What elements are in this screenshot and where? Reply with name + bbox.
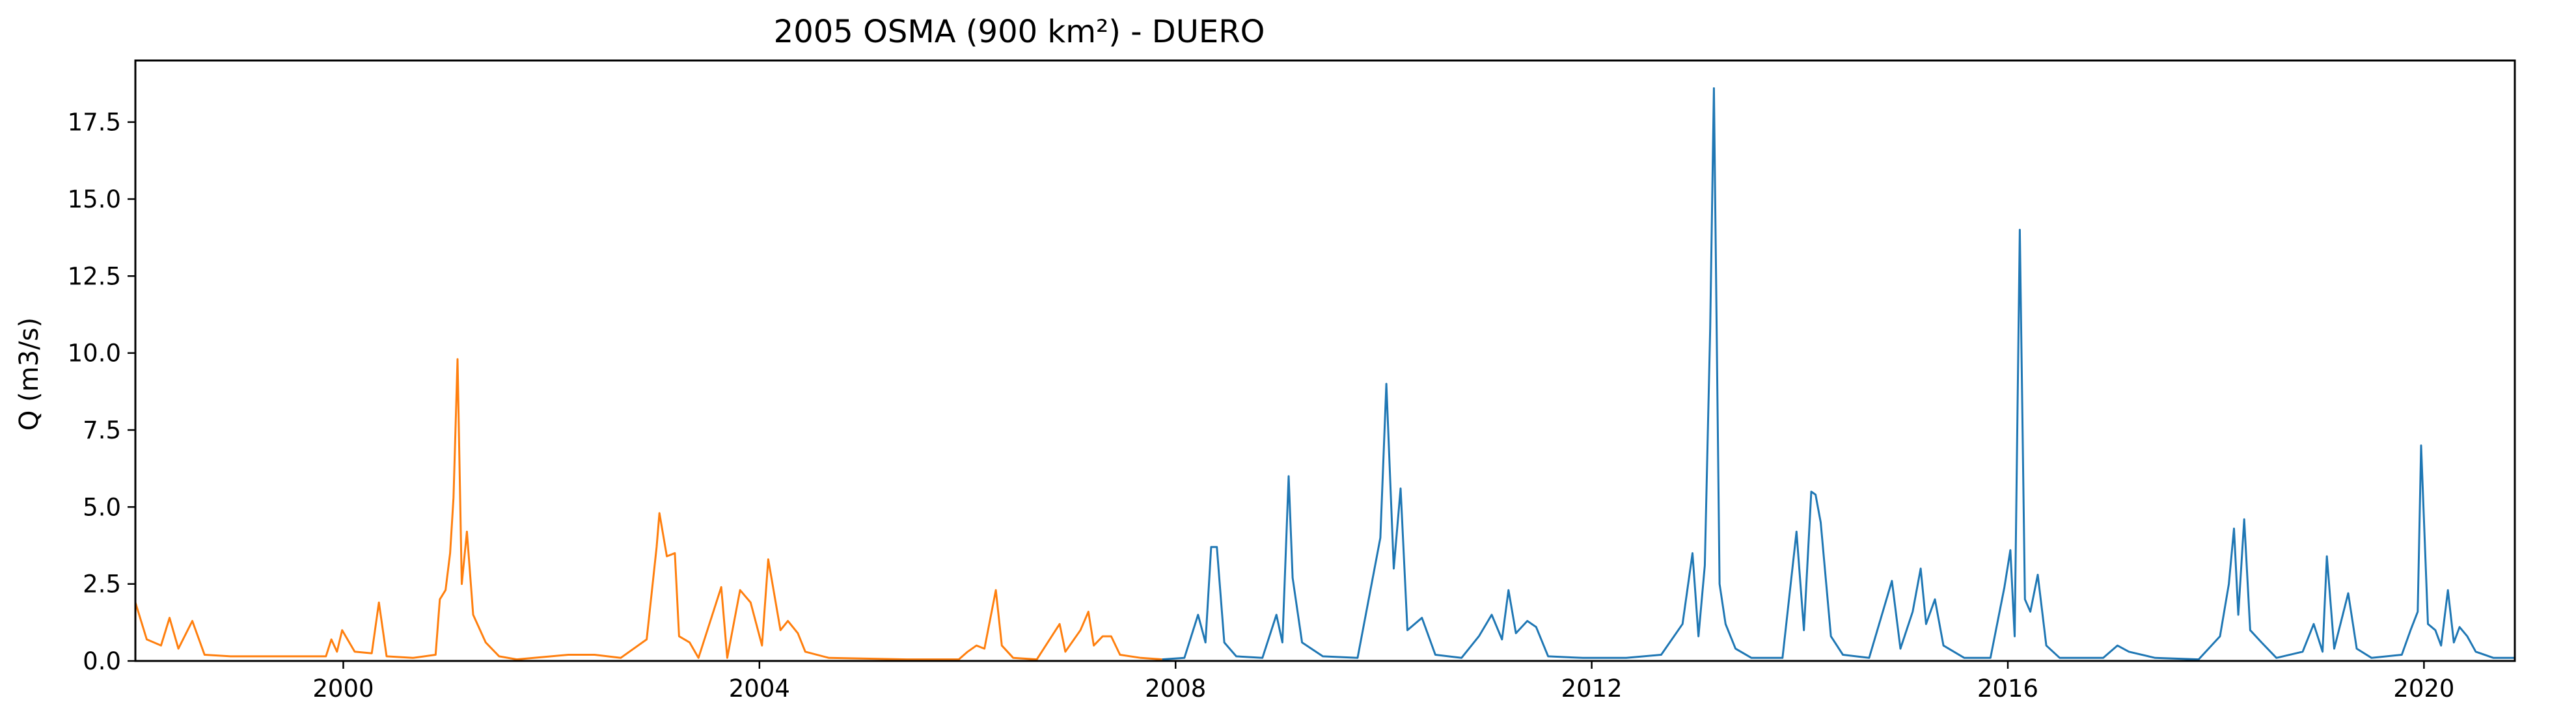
x-tick-label: 2008 <box>1145 675 1206 703</box>
y-tick-label: 0.0 <box>83 647 121 675</box>
y-tick-label: 15.0 <box>68 185 121 213</box>
chart-title: 2005 OSMA (900 km²) - DUERO <box>774 14 1265 50</box>
y-tick-label: 17.5 <box>68 109 121 137</box>
x-tick-label: 2004 <box>729 675 790 703</box>
x-tick-label: 2000 <box>312 675 374 703</box>
series-layer <box>134 87 2515 661</box>
x-tick-label: 2020 <box>2393 675 2454 703</box>
y-tick-label: 10.0 <box>68 340 121 368</box>
y-tick-label: 12.5 <box>68 262 121 290</box>
series-line-0 <box>134 358 1162 661</box>
series-line-1 <box>1162 87 2515 661</box>
ticks-layer: 2000 2004 2008 2012 2016 2020 0.0 2.5 5.0 7.5 10.0… <box>68 109 2455 703</box>
plot-frame <box>134 59 2516 662</box>
y-tick-label: 7.5 <box>83 416 121 444</box>
x-tick-label: 2012 <box>1561 675 1623 703</box>
y-tick-label: 5.0 <box>83 493 121 521</box>
y-axis-label: Q (m3/s) <box>14 317 44 431</box>
y-tick-label: 2.5 <box>83 571 121 598</box>
x-tick-label: 2016 <box>1977 675 2038 703</box>
